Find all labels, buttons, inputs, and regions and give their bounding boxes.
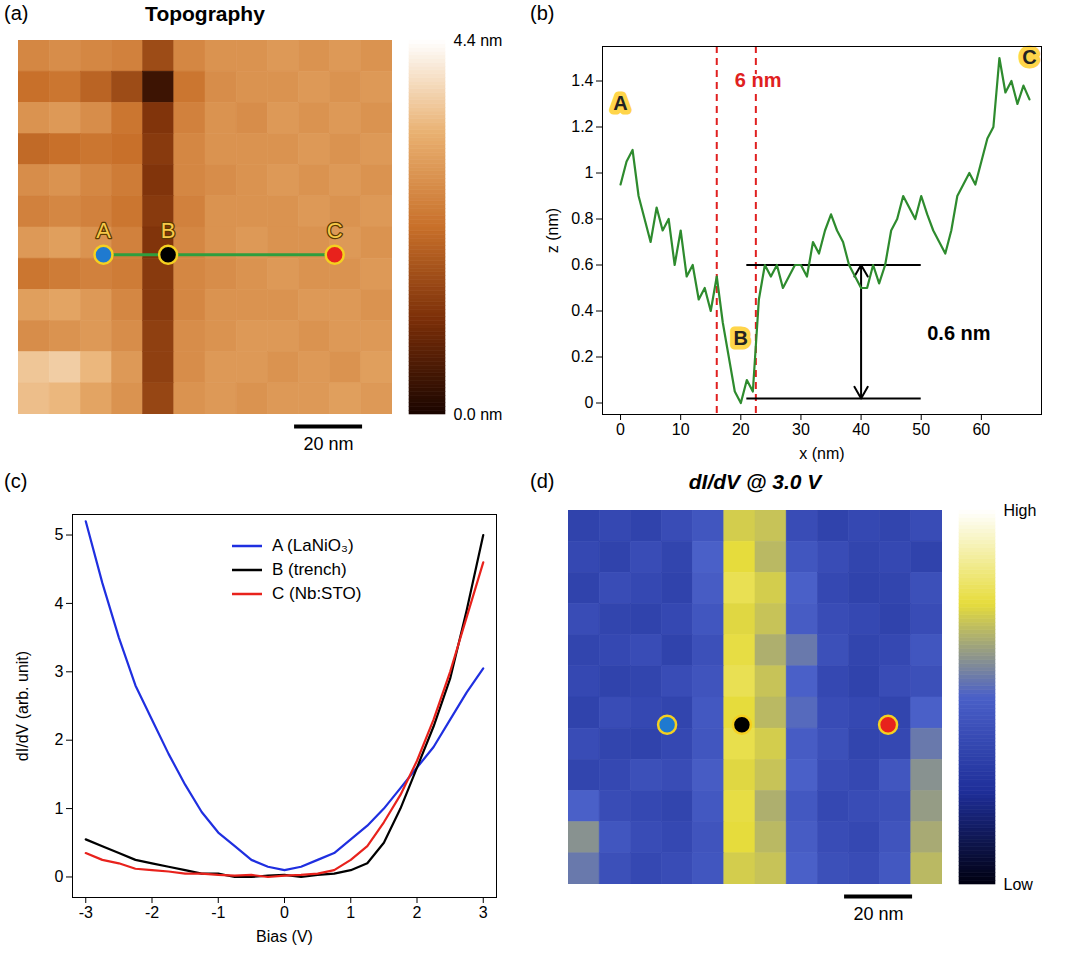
svg-text:High: High	[1004, 502, 1037, 519]
svg-text:10: 10	[672, 421, 690, 438]
svg-text:0: 0	[616, 421, 625, 438]
svg-text:50: 50	[912, 421, 930, 438]
svg-text:0.6: 0.6	[571, 256, 593, 273]
svg-text:C: C	[327, 218, 343, 243]
svg-text:0.4: 0.4	[571, 302, 593, 319]
svg-text:0.0 nm: 0.0 nm	[454, 406, 503, 423]
svg-text:30: 30	[792, 421, 810, 438]
svg-text:1.4: 1.4	[571, 72, 593, 89]
svg-text:z (nm): z (nm)	[544, 208, 561, 253]
html-text:Topography: Topography	[145, 2, 265, 25]
svg-text:0: 0	[585, 394, 594, 411]
svg-text:1.2: 1.2	[571, 118, 593, 135]
html-text:B (trench): B (trench)	[272, 560, 347, 579]
svg-text:0.2: 0.2	[571, 348, 593, 365]
svg-text:1: 1	[585, 164, 594, 181]
html-text:A (LaNiO₃): A (LaNiO₃)	[272, 536, 354, 555]
svg-text:C: C	[1022, 46, 1036, 68]
svg-text:6 nm: 6 nm	[735, 69, 782, 91]
svg-text:1: 1	[55, 800, 64, 817]
svg-text:5: 5	[55, 526, 64, 543]
svg-text:0.6 nm: 0.6 nm	[927, 322, 990, 344]
svg-text:-3: -3	[79, 904, 93, 921]
svg-text:-2: -2	[145, 904, 159, 921]
svg-text:3: 3	[479, 904, 488, 921]
svg-text:40: 40	[852, 421, 870, 438]
html-text:C (Nb:STO): C (Nb:STO)	[272, 584, 362, 603]
svg-text:20: 20	[732, 421, 750, 438]
html-text:(b): (b)	[530, 2, 555, 24]
svg-text:x (nm): x (nm)	[799, 445, 844, 462]
svg-text:2: 2	[413, 904, 422, 921]
html-text:(d): (d)	[530, 470, 555, 492]
svg-text:dI/dV (arb. unit): dI/dV (arb. unit)	[14, 651, 31, 761]
html-text:(a): (a)	[4, 2, 29, 24]
svg-text:20 nm: 20 nm	[854, 904, 904, 924]
html-text:(c): (c)	[4, 470, 28, 492]
svg-text:20 nm: 20 nm	[304, 434, 354, 454]
svg-text:Low: Low	[1004, 876, 1034, 893]
svg-text:B: B	[161, 218, 176, 243]
svg-text:A: A	[613, 92, 627, 114]
svg-text:0.8: 0.8	[571, 210, 593, 227]
svg-text:0: 0	[55, 868, 64, 885]
svg-text:Bias (V): Bias (V)	[256, 928, 313, 945]
svg-text:B: B	[734, 327, 748, 349]
svg-text:0: 0	[280, 904, 289, 921]
html-text:dI/dV @ 3.0 V: dI/dV @ 3.0 V	[688, 470, 822, 493]
svg-text:1: 1	[346, 904, 355, 921]
svg-text:A: A	[96, 218, 111, 243]
svg-text:60: 60	[972, 421, 990, 438]
svg-text:-1: -1	[211, 904, 225, 921]
svg-text:4.4 nm: 4.4 nm	[454, 32, 503, 49]
svg-text:3: 3	[55, 663, 64, 680]
svg-text:2: 2	[55, 731, 64, 748]
svg-text:4: 4	[55, 595, 64, 612]
